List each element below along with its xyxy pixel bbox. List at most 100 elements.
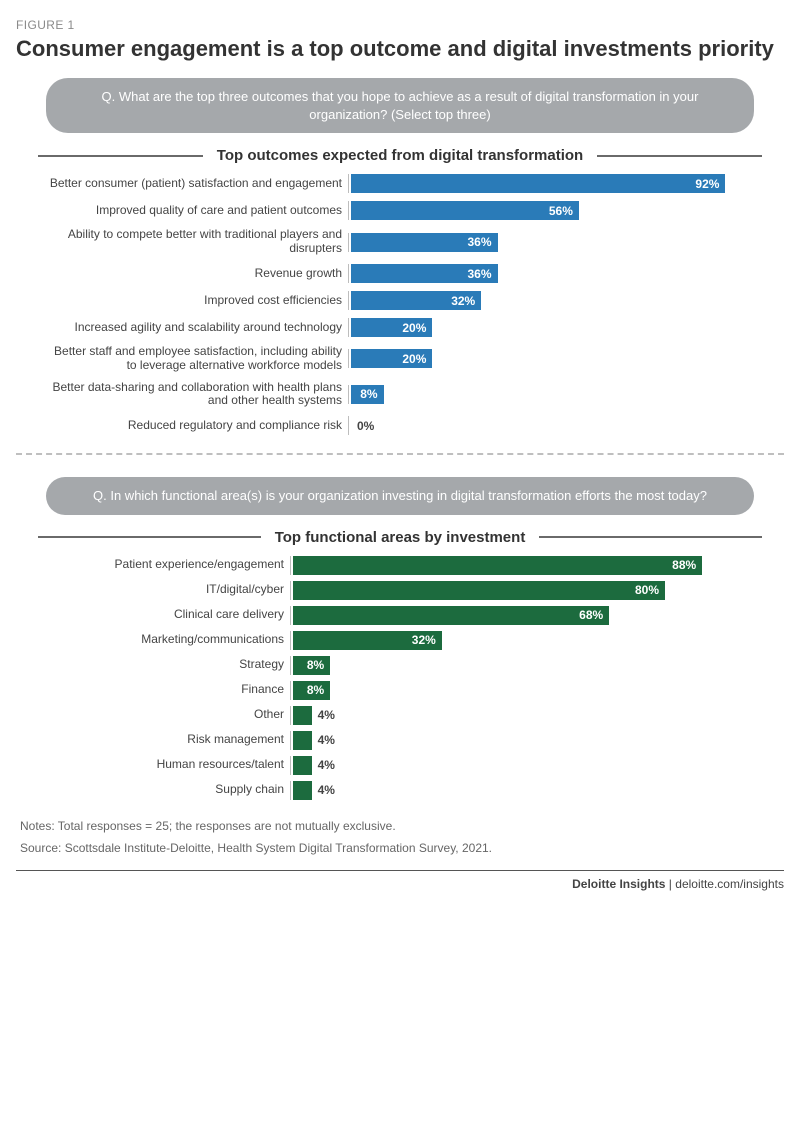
bar-label: Other [42,708,290,722]
bar: 36% [351,233,498,252]
bar-track: 8% [290,681,758,700]
footer-divider: | [665,877,675,891]
bar-label: Finance [42,683,290,697]
bar-label: Better staff and employee satisfaction, … [42,345,348,373]
footer-url: deloitte.com/insights [675,877,784,891]
figure-title: Consumer engagement is a top outcome and… [16,36,784,62]
bar: 56% [351,201,579,220]
chart1-section-title: Top outcomes expected from digital trans… [203,147,597,164]
bar [293,756,312,775]
bar-label: Clinical care delivery [42,608,290,622]
bar-row: Patient experience/engagement88% [42,556,758,575]
chart1-bars: Better consumer (patient) satisfaction a… [42,174,758,435]
bar-row: Reduced regulatory and compliance risk 0% [42,416,758,435]
bar-label: Increased agility and scalability around… [42,321,348,335]
bar-label: Better consumer (patient) satisfaction a… [42,177,348,191]
bar-track: 4% [290,706,758,725]
bar-value: 4% [318,733,335,747]
rule-left [38,155,203,157]
bar-row: Improved quality of care and patient out… [42,201,758,220]
bar: 20% [351,318,432,337]
bar-row: Better data-sharing and collaboration wi… [42,381,758,409]
bar: 80% [293,581,665,600]
bar-value: 4% [318,758,335,772]
bar: 20% [351,349,432,368]
bar-row: Better consumer (patient) satisfaction a… [42,174,758,193]
bar-row: Ability to compete better with tradition… [42,228,758,256]
bar: 8% [293,681,330,700]
bar-label: Revenue growth [42,267,348,281]
bar-track: 8% [290,656,758,675]
footer-brand: Deloitte Insights [572,877,665,891]
bar-row: IT/digital/cyber80% [42,581,758,600]
bar: 68% [293,606,609,625]
bar-track: 4% [290,731,758,750]
bar-row: Human resources/talent 4% [42,756,758,775]
bar-value: 4% [318,708,335,722]
bar-row: Risk management 4% [42,731,758,750]
bar-track: 36% [348,233,758,252]
footer-rule [16,870,784,871]
bar: 92% [351,174,725,193]
rule-right [539,536,762,538]
bar-track: 4% [290,781,758,800]
bar-track: 0% [348,416,758,435]
chart1-question-pill: Q. What are the top three outcomes that … [46,78,754,133]
chart2-section-header: Top functional areas by investment [38,529,762,546]
bar-row: Improved cost efficiencies32% [42,291,758,310]
bar-track: 32% [348,291,758,310]
bar-row: Strategy8% [42,656,758,675]
bar: 32% [351,291,481,310]
bar: 32% [293,631,442,650]
bar-label: Ability to compete better with tradition… [42,228,348,256]
chart1-section-header: Top outcomes expected from digital trans… [38,147,762,164]
bar-label: Improved quality of care and patient out… [42,204,348,218]
bar-track: 88% [290,556,758,575]
bar: 8% [351,385,384,404]
bar-track: 20% [348,349,758,368]
bar-label: Patient experience/engagement [42,558,290,572]
footer: Deloitte Insights | deloitte.com/insight… [16,877,784,891]
bar-row: Increased agility and scalability around… [42,318,758,337]
bar-label: Improved cost efficiencies [42,294,348,308]
bar-track: 80% [290,581,758,600]
rule-right [597,155,762,157]
bar-track: 56% [348,201,758,220]
bar-label: Reduced regulatory and compliance risk [42,419,348,433]
bar [293,731,312,750]
bar-label: Strategy [42,658,290,672]
bar-value: 4% [318,783,335,797]
bar-row: Better staff and employee satisfaction, … [42,345,758,373]
bar [293,706,312,725]
bar-row: Marketing/communications32% [42,631,758,650]
bar: 8% [293,656,330,675]
bar-row: Finance8% [42,681,758,700]
bar: 88% [293,556,702,575]
bar [293,781,312,800]
bar-track: 8% [348,385,758,404]
bar-track: 4% [290,756,758,775]
bar-row: Other 4% [42,706,758,725]
chart2-section-title: Top functional areas by investment [261,529,540,546]
bar-label: IT/digital/cyber [42,583,290,597]
bar-label: Supply chain [42,783,290,797]
bar-track: 36% [348,264,758,283]
bar-label: Better data-sharing and collaboration wi… [42,381,348,409]
bar: 36% [351,264,498,283]
bar-value: 0% [357,419,374,433]
rule-left [38,536,261,538]
figure-label: FIGURE 1 [16,18,784,32]
bar-track: 32% [290,631,758,650]
section-divider [16,453,784,455]
bar-label: Human resources/talent [42,758,290,772]
bar-row: Supply chain 4% [42,781,758,800]
notes-line-2: Source: Scottsdale Institute-Deloitte, H… [20,840,784,856]
bar-track: 20% [348,318,758,337]
bar-label: Risk management [42,733,290,747]
bar-track: 92% [348,174,758,193]
chart2-question-pill: Q. In which functional area(s) is your o… [46,477,754,515]
bar-row: Clinical care delivery68% [42,606,758,625]
chart2-bars: Patient experience/engagement88%IT/digit… [42,556,758,800]
bar-label: Marketing/communications [42,633,290,647]
notes-line-1: Notes: Total responses = 25; the respons… [20,818,784,834]
